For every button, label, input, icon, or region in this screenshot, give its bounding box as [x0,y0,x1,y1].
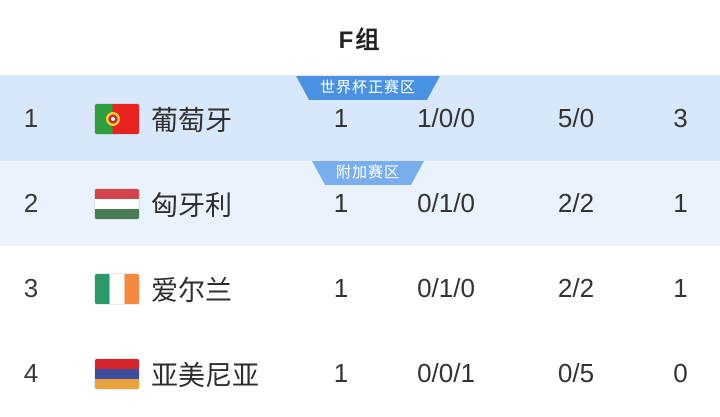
ireland-flag [95,273,139,304]
points: 0 [673,358,688,388]
rank-label: 3 [23,273,39,303]
points: 1 [673,188,688,218]
points: 3 [673,103,688,133]
played-count: 1 [333,358,349,388]
goals-for-against: 0/5 [557,358,595,388]
goals-for-against: 2/2 [557,188,595,218]
standings-table: 世界杯正赛区 1 葡萄牙 1 1/0/0 5/0 3 附加赛区 2 匈牙利 1 … [0,76,720,416]
team-name: 葡萄牙 [151,106,232,136]
armenia-flag [95,358,139,389]
portugal-emblem-icon [105,111,120,126]
win-draw-loss: 0/0/1 [417,358,475,388]
rank-label: 1 [23,103,39,133]
group-title: F组 [338,27,382,54]
played-count: 1 [333,188,349,218]
rank-label: 4 [23,358,39,388]
team-name: 亚美尼亚 [151,361,259,391]
played-count: 1 [333,103,349,133]
rank-label: 2 [23,188,39,218]
group-header: F组 [0,0,720,76]
standings-row-3[interactable]: 3 爱尔兰 1 0/1/0 2/2 1 [0,246,720,331]
portugal-flag [95,103,139,134]
standings-row-1[interactable]: 世界杯正赛区 1 葡萄牙 1 1/0/0 5/0 3 [0,76,720,161]
team-name: 爱尔兰 [151,276,232,306]
win-draw-loss: 0/1/0 [417,273,475,303]
team-name: 匈牙利 [151,191,232,221]
standings-row-2[interactable]: 附加赛区 2 匈牙利 1 0/1/0 2/2 1 [0,161,720,246]
goals-for-against: 5/0 [557,103,595,133]
points: 1 [673,273,688,303]
win-draw-loss: 0/1/0 [417,188,475,218]
zone-badge: 世界杯正赛区 [296,76,440,100]
hungary-flag [95,188,139,219]
standings-row-4[interactable]: 4 亚美尼亚 1 0/0/1 0/5 0 [0,331,720,416]
goals-for-against: 2/2 [557,273,595,303]
zone-badge: 附加赛区 [312,161,424,185]
win-draw-loss: 1/0/0 [417,103,475,133]
played-count: 1 [333,273,349,303]
